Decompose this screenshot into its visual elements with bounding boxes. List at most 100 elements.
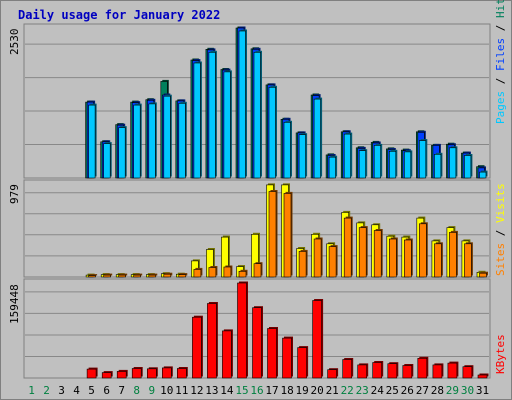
kbytes-bar-day-21 <box>327 369 337 379</box>
sites-bar-day-15 <box>238 270 247 278</box>
kbytes-bar-day-25 <box>387 363 398 379</box>
x-tick-label-day-25: 25 <box>386 384 399 397</box>
kbytes-bar-day-26 <box>402 365 413 379</box>
pages-bar-day-30 <box>464 155 472 179</box>
kbytes-bar-day-27 <box>417 357 428 379</box>
kbytes-bar-day-31 <box>477 374 488 379</box>
legend-segment: Hits <box>494 0 507 18</box>
x-tick-label-day-6: 6 <box>103 384 110 397</box>
pages-bar-day-7 <box>118 127 126 179</box>
legend-segment: / <box>494 18 507 38</box>
sites-bar-day-5 <box>88 275 96 278</box>
kbytes-bar-day-18 <box>282 337 292 379</box>
sites-bar-day-5-shadow <box>90 274 98 276</box>
sites-bar-day-6 <box>103 274 111 278</box>
pages-bar-day-26 <box>403 151 412 179</box>
panel-0-max-label: 2530 <box>8 28 21 56</box>
panel-0-legend: Pages / Files / Hits <box>494 0 507 124</box>
sites-bar-day-7-shadow <box>120 273 128 276</box>
x-tick-label-day-4: 4 <box>73 384 80 397</box>
x-tick-label-day-9: 9 <box>148 384 155 397</box>
pages-bar-day-31 <box>479 171 487 179</box>
kbytes-bar-day-24 <box>372 362 383 379</box>
pages-bar-day-13 <box>208 51 216 179</box>
panel-2-legend: KBytes <box>494 334 507 374</box>
panel-1-legend: Sites / Visits <box>494 183 507 276</box>
x-tick-label-day-7: 7 <box>118 384 125 397</box>
x-tick-label-day-3: 3 <box>58 384 65 397</box>
kbytes-bar-day-17 <box>267 328 277 379</box>
legend-segment: / <box>494 71 507 91</box>
pages-bar-day-18 <box>283 122 291 179</box>
sites-bar-day-9-shadow <box>150 273 158 276</box>
pages-bar-day-29 <box>449 147 457 179</box>
x-tick-label-day-15: 15 <box>235 384 248 397</box>
kbytes-bar-day-13 <box>207 303 217 379</box>
sites-bar-day-11 <box>178 274 187 278</box>
x-tick-label-day-10: 10 <box>160 384 173 397</box>
kbytes-bar-day-19 <box>297 347 307 379</box>
panel-1-max-label: 979 <box>8 184 21 205</box>
x-tick-label-day-11: 11 <box>175 384 188 397</box>
panel-2-max-label: 159448 <box>8 284 21 324</box>
kbytes-bar-day-5 <box>86 368 97 379</box>
sites-bar-day-18 <box>283 193 292 278</box>
sites-bar-day-28 <box>434 243 442 278</box>
kbytes-bar-day-28 <box>432 364 443 379</box>
kbytes-bar-day-30 <box>462 366 473 379</box>
pages-bar-day-12 <box>193 62 201 179</box>
kbytes-bar-day-29 <box>447 362 458 379</box>
x-tick-label-day-2: 2 <box>43 384 50 397</box>
sites-bar-day-30 <box>464 243 472 278</box>
x-tick-label-day-28: 28 <box>431 384 444 397</box>
pages-bar-day-21 <box>328 156 336 179</box>
sites-bar-day-8 <box>133 274 141 278</box>
x-tick-label-day-23: 23 <box>356 384 369 397</box>
kbytes-bar-day-10 <box>162 367 172 379</box>
x-tick-label-day-18: 18 <box>280 384 293 397</box>
pages-bar-day-5 <box>88 104 96 179</box>
legend-segment: Pages <box>494 90 507 124</box>
sites-bar-day-25 <box>388 238 397 278</box>
sites-bar-day-11-shadow <box>180 273 188 276</box>
pages-bar-day-24 <box>373 145 382 179</box>
sites-bar-day-23 <box>358 227 367 278</box>
sites-bar-day-29 <box>449 232 457 278</box>
sites-bar-day-9 <box>148 274 157 278</box>
sites-bar-day-14 <box>223 266 232 278</box>
sites-bar-day-16 <box>253 263 262 278</box>
pages-bar-day-23 <box>358 150 367 179</box>
legend-segment: Sites <box>494 242 507 276</box>
sites-bar-day-12 <box>193 269 202 278</box>
x-tick-label-day-1: 1 <box>28 384 35 397</box>
x-tick-label-day-24: 24 <box>371 384 385 397</box>
pages-bar-day-6 <box>103 143 111 179</box>
x-tick-label-day-27: 27 <box>416 384 429 397</box>
x-tick-label-day-17: 17 <box>265 384 278 397</box>
kbytes-bar-day-7 <box>116 371 127 379</box>
pages-bar-day-8 <box>133 104 141 179</box>
pages-bar-day-22 <box>343 133 352 179</box>
kbytes-bar-day-6 <box>101 372 112 379</box>
pages-bar-day-10 <box>163 95 171 179</box>
kbytes-bar-day-8 <box>131 368 142 379</box>
sites-bar-day-6-shadow <box>105 273 113 276</box>
x-tick-label-day-26: 26 <box>401 384 414 397</box>
kbytes-bar-day-12 <box>192 316 202 379</box>
chart-title: Daily usage for January 2022 <box>18 8 221 22</box>
kbytes-bar-day-22 <box>342 359 353 379</box>
sites-bar-day-7 <box>118 274 126 278</box>
sites-bar-day-8-shadow <box>135 273 143 276</box>
sites-bar-day-13 <box>208 267 217 278</box>
pages-bar-day-11 <box>178 103 186 179</box>
kbytes-bar-day-11 <box>177 368 187 379</box>
kbytes-bar-day-23 <box>357 364 368 379</box>
pages-bar-day-16 <box>253 51 261 179</box>
legend-segment: Visits <box>494 183 507 223</box>
pages-bar-day-28 <box>434 154 442 179</box>
sites-bar-day-27 <box>418 223 427 278</box>
x-tick-label-day-16: 16 <box>250 384 263 397</box>
x-tick-label-day-30: 30 <box>461 384 474 397</box>
pages-bar-day-20 <box>313 98 321 179</box>
